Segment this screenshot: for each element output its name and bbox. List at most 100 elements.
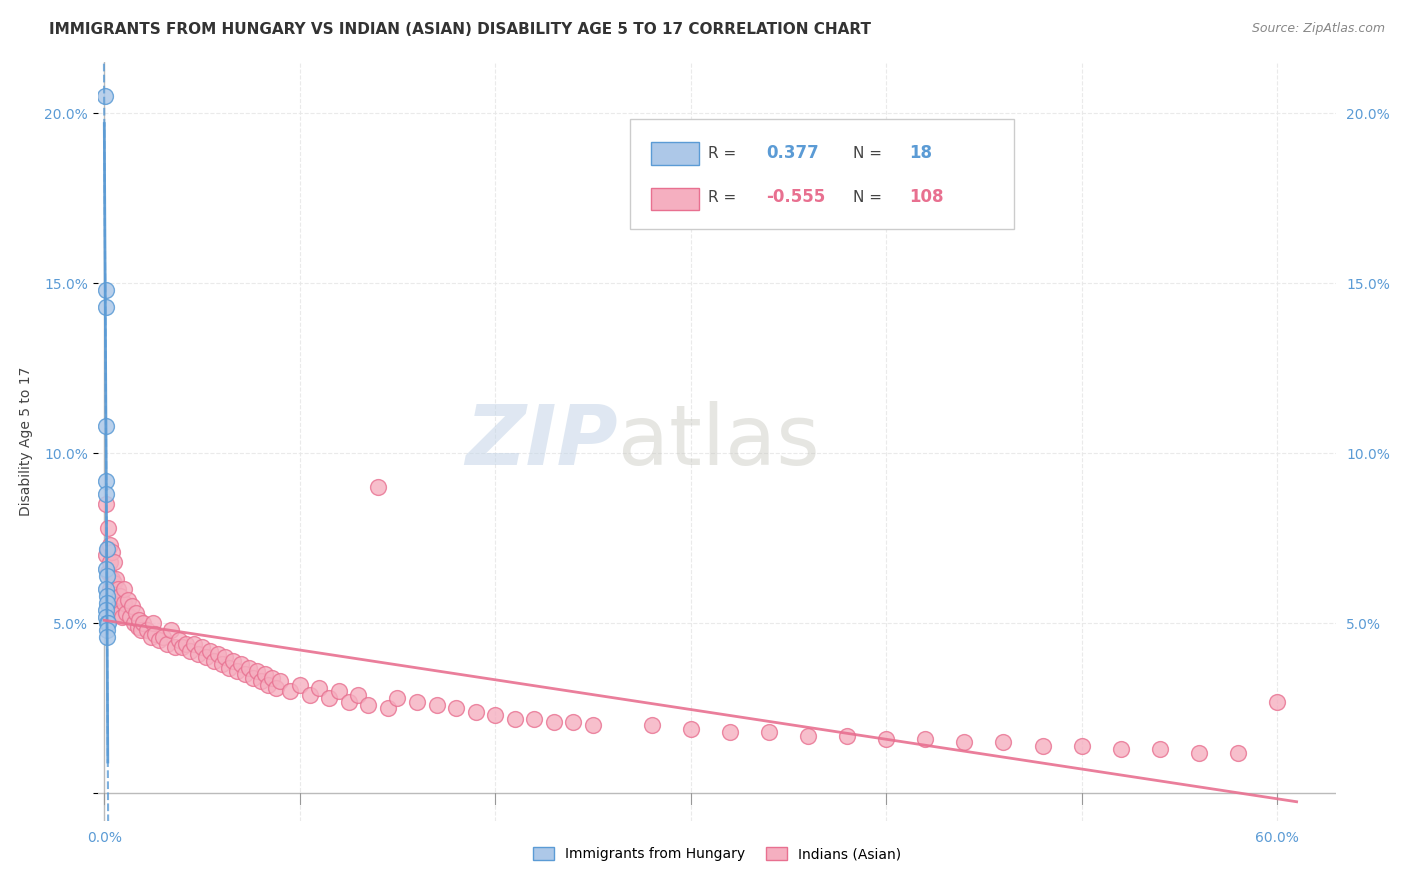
Immigrants from Hungary: [96, 582, 118, 597]
Indians (Asian): [97, 566, 120, 580]
Indians (Asian): [122, 616, 145, 631]
Indians (Asian): [187, 647, 209, 661]
Indians (Asian): [953, 735, 976, 749]
Indians (Asian): [118, 609, 141, 624]
Indians (Asian): [112, 582, 135, 597]
Indians (Asian): [105, 592, 128, 607]
Indians (Asian): [357, 698, 380, 712]
Indians (Asian): [1070, 739, 1092, 753]
Indians (Asian): [503, 712, 526, 726]
Indians (Asian): [117, 592, 139, 607]
Indians (Asian): [179, 643, 201, 657]
Indians (Asian): [148, 633, 170, 648]
Indians (Asian): [387, 691, 409, 706]
Indians (Asian): [127, 620, 149, 634]
Indians (Asian): [218, 660, 240, 674]
Indians (Asian): [543, 714, 565, 729]
Indians (Asian): [214, 650, 236, 665]
Indians (Asian): [582, 718, 605, 732]
Text: 60.0%: 60.0%: [1256, 830, 1299, 845]
Text: R =: R =: [709, 146, 737, 161]
FancyBboxPatch shape: [630, 120, 1014, 229]
Indians (Asian): [484, 708, 506, 723]
Bar: [651, 142, 699, 165]
Indians (Asian): [97, 521, 120, 535]
Immigrants from Hungary: [97, 616, 120, 631]
Immigrants from Hungary: [96, 630, 118, 644]
Indians (Asian): [194, 650, 217, 665]
Indians (Asian): [211, 657, 233, 672]
Indians (Asian): [167, 633, 190, 648]
Indians (Asian): [1226, 746, 1249, 760]
Indians (Asian): [136, 624, 159, 638]
Indians (Asian): [758, 725, 780, 739]
Immigrants from Hungary: [96, 624, 118, 638]
Indians (Asian): [128, 613, 150, 627]
Indians (Asian): [114, 606, 136, 620]
Text: ZIP: ZIP: [465, 401, 619, 482]
Text: 18: 18: [908, 145, 932, 162]
Indians (Asian): [406, 695, 429, 709]
Indians (Asian): [288, 678, 311, 692]
Text: N =: N =: [853, 190, 882, 205]
Indians (Asian): [108, 606, 131, 620]
Y-axis label: Disability Age 5 to 17: Disability Age 5 to 17: [20, 367, 32, 516]
Indians (Asian): [229, 657, 252, 672]
Text: atlas: atlas: [619, 401, 820, 482]
Indians (Asian): [101, 545, 124, 559]
Indians (Asian): [183, 637, 205, 651]
Text: IMMIGRANTS FROM HUNGARY VS INDIAN (ASIAN) DISABILITY AGE 5 TO 17 CORRELATION CHA: IMMIGRANTS FROM HUNGARY VS INDIAN (ASIAN…: [49, 22, 872, 37]
Indians (Asian): [257, 678, 280, 692]
Indians (Asian): [226, 664, 249, 678]
Text: 0.0%: 0.0%: [87, 830, 122, 845]
Indians (Asian): [111, 609, 134, 624]
Indians (Asian): [98, 538, 121, 552]
Indians (Asian): [640, 718, 662, 732]
Indians (Asian): [238, 660, 260, 674]
Text: -0.555: -0.555: [766, 188, 825, 206]
Indians (Asian): [176, 637, 198, 651]
Indians (Asian): [112, 596, 135, 610]
Immigrants from Hungary: [96, 603, 118, 617]
Indians (Asian): [105, 572, 128, 586]
Indians (Asian): [1265, 695, 1288, 709]
Text: 108: 108: [908, 188, 943, 206]
Indians (Asian): [124, 606, 146, 620]
Text: Source: ZipAtlas.com: Source: ZipAtlas.com: [1251, 22, 1385, 36]
Indians (Asian): [142, 616, 165, 631]
Indians (Asian): [101, 572, 124, 586]
Indians (Asian): [143, 626, 166, 640]
Text: N =: N =: [853, 146, 882, 161]
Indians (Asian): [328, 684, 350, 698]
Indians (Asian): [797, 729, 820, 743]
Indians (Asian): [98, 555, 121, 569]
Immigrants from Hungary: [94, 89, 117, 103]
Indians (Asian): [875, 732, 897, 747]
Indians (Asian): [96, 498, 118, 512]
Indians (Asian): [156, 637, 179, 651]
Indians (Asian): [103, 575, 125, 590]
Immigrants from Hungary: [96, 541, 118, 556]
Text: 0.377: 0.377: [766, 145, 820, 162]
Immigrants from Hungary: [96, 616, 118, 631]
Indians (Asian): [523, 712, 546, 726]
Indians (Asian): [207, 647, 229, 661]
Indians (Asian): [679, 722, 702, 736]
Indians (Asian): [191, 640, 214, 655]
Indians (Asian): [993, 735, 1015, 749]
Indians (Asian): [444, 701, 467, 715]
Indians (Asian): [278, 684, 301, 698]
Indians (Asian): [718, 725, 741, 739]
Indians (Asian): [269, 674, 291, 689]
Indians (Asian): [107, 582, 129, 597]
Indians (Asian): [101, 589, 124, 603]
Indians (Asian): [131, 624, 153, 638]
Indians (Asian): [562, 714, 585, 729]
Indians (Asian): [298, 688, 321, 702]
Indians (Asian): [108, 589, 131, 603]
Immigrants from Hungary: [94, 300, 117, 314]
Indians (Asian): [103, 599, 125, 614]
Indians (Asian): [172, 640, 194, 655]
Indians (Asian): [233, 667, 256, 681]
Indians (Asian): [1031, 739, 1053, 753]
